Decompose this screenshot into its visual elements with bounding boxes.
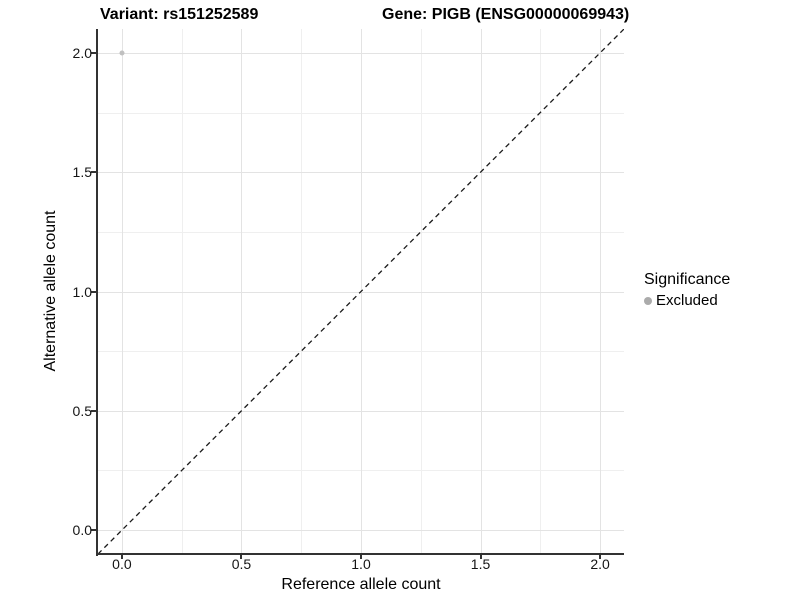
x-axis-tick-label: 1.5: [470, 556, 491, 572]
x-axis-tick: [599, 555, 602, 559]
y-axis-tick: [91, 409, 96, 412]
y-axis-tick-label: 2.0: [72, 44, 92, 61]
legend-item-excluded: Excluded: [644, 292, 730, 310]
x-axis-tick: [479, 555, 482, 559]
y-axis-tick-label: 1.0: [72, 283, 92, 300]
identity-line-segment: [98, 29, 624, 554]
grid-major-horizontal: [98, 172, 624, 174]
x-axis-tick-label: 0.5: [231, 556, 252, 572]
x-axis-tick-label: 2.0: [590, 556, 610, 572]
data-point: [119, 50, 125, 56]
identity-dashed-line: [98, 29, 624, 554]
legend-significance: Significance Excluded: [644, 270, 730, 310]
y-axis-tick: [91, 290, 96, 293]
plot-title-gene: Gene: PIGB (ENSG00000069943): [382, 6, 630, 23]
x-axis-tick: [240, 555, 243, 559]
y-axis-line: [96, 29, 98, 556]
x-axis-tick-label: 1.0: [351, 556, 371, 572]
x-axis-title: Reference allele count: [281, 576, 441, 593]
legend-item-label: Excluded: [656, 292, 718, 309]
legend-title: Significance: [644, 271, 731, 288]
y-axis-tick-label: 0.0: [72, 522, 92, 539]
y-axis-tick: [91, 171, 96, 174]
y-axis-tick-label: 0.5: [72, 402, 92, 419]
y-axis-tick-label: 1.5: [72, 164, 92, 181]
plot-title-variant: Variant: rs151252589: [100, 6, 259, 23]
x-axis-line: [96, 553, 624, 555]
grid-major-horizontal: [98, 52, 624, 54]
x-axis-tick: [360, 555, 362, 559]
x-axis-tick: [120, 555, 123, 559]
y-axis-tick: [91, 51, 96, 54]
x-axis-tick-label: 0.0: [112, 556, 132, 572]
grid-major-horizontal: [98, 410, 624, 412]
y-axis-tick: [91, 529, 96, 532]
excluded-point-icon: [644, 297, 652, 305]
grid-major-horizontal: [98, 530, 624, 532]
